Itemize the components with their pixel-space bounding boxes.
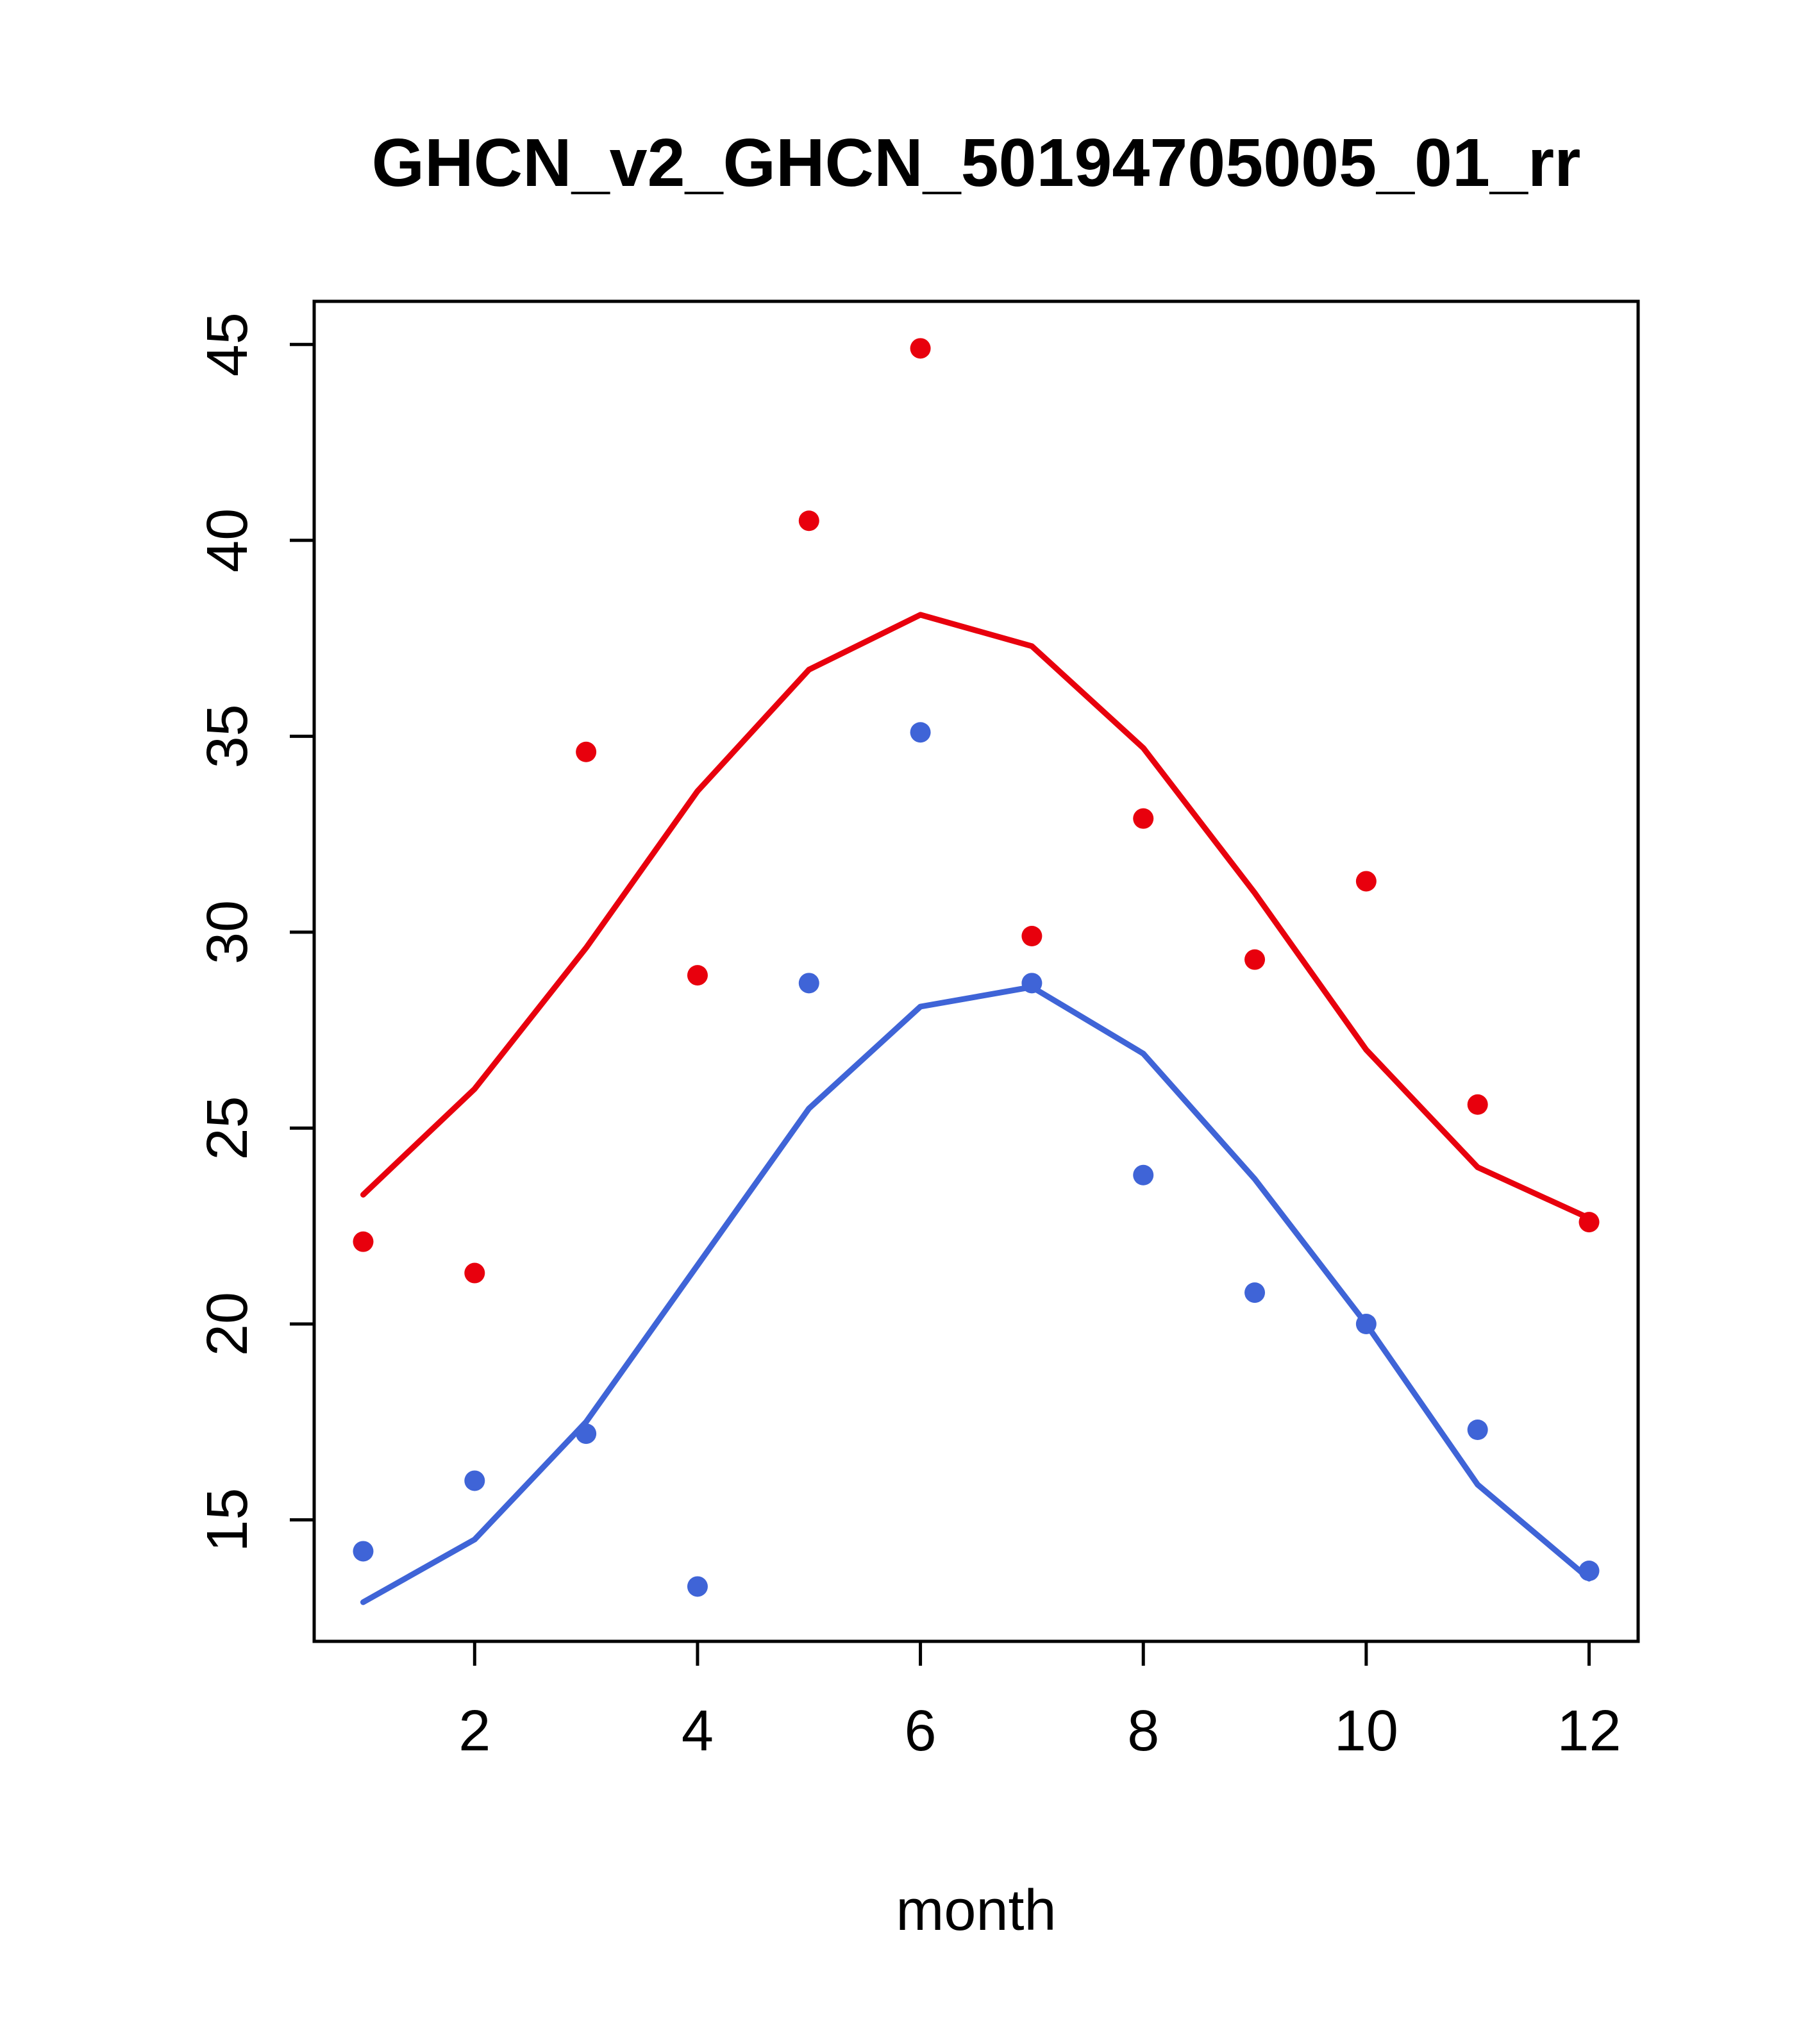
red-monthly-points-point — [1133, 808, 1154, 829]
blue-monthly-points-point — [464, 1470, 485, 1491]
blue-monthly-points-point — [1133, 1164, 1154, 1185]
red-monthly-points-point — [798, 510, 819, 532]
red-monthly-points-point — [464, 1262, 485, 1284]
red-monthly-points-point — [353, 1231, 374, 1252]
red-climatology-line — [360, 612, 1593, 1221]
blue-monthly-points — [353, 722, 1600, 1597]
plot-box — [312, 299, 1640, 1643]
red-monthly-points-point — [1244, 949, 1266, 970]
red-monthly-points-point — [1467, 1094, 1488, 1115]
red-monthly-points-point — [910, 338, 931, 359]
x-axis-ticks: 2 4 6 8 10 12 — [458, 1641, 1621, 1763]
red-monthly-points-point — [1021, 926, 1042, 946]
x-tick-label: 6 — [905, 1699, 937, 1763]
x-axis-label: month — [896, 1879, 1056, 1943]
red-monthly-points-point — [576, 741, 597, 762]
series-lines — [360, 612, 1593, 1605]
blue-monthly-points-point — [1467, 1420, 1488, 1440]
red-monthly-points-point — [1578, 1212, 1600, 1233]
blue-monthly-points-point — [687, 1576, 708, 1597]
blue-monthly-points-point — [1244, 1282, 1266, 1303]
y-axis-ticks: 15 20 25 30 35 40 45 — [196, 312, 314, 1552]
blue-climatology-line — [360, 984, 1593, 1605]
blue-monthly-points-point — [798, 973, 819, 994]
x-tick-label: 2 — [458, 1699, 490, 1763]
series-points — [353, 338, 1600, 1597]
y-tick-label: 15 — [196, 1488, 260, 1552]
blue-monthly-points-point — [353, 1541, 374, 1562]
chart-title: GHCN_v2_GHCN_50194705005_01_rr — [372, 125, 1581, 201]
y-tick-label: 35 — [196, 704, 260, 768]
y-tick-label: 25 — [196, 1096, 260, 1160]
x-tick-label: 4 — [682, 1699, 714, 1763]
blue-monthly-points-point — [1355, 1314, 1377, 1334]
red-monthly-points — [353, 338, 1600, 1284]
y-tick-label: 20 — [196, 1292, 260, 1356]
x-tick-label: 8 — [1127, 1699, 1159, 1763]
x-tick-label: 12 — [1557, 1699, 1621, 1763]
blue-monthly-points-point — [576, 1423, 597, 1445]
y-tick-label: 30 — [196, 900, 260, 964]
blue-monthly-points-point — [1021, 973, 1042, 994]
x-tick-label: 10 — [1334, 1699, 1398, 1763]
y-tick-label: 45 — [196, 312, 260, 376]
y-tick-label: 40 — [196, 508, 260, 573]
blue-monthly-points-point — [910, 722, 931, 743]
red-monthly-points-point — [1355, 871, 1377, 892]
red-monthly-points-point — [687, 965, 708, 986]
blue-monthly-points-point — [1578, 1561, 1600, 1581]
